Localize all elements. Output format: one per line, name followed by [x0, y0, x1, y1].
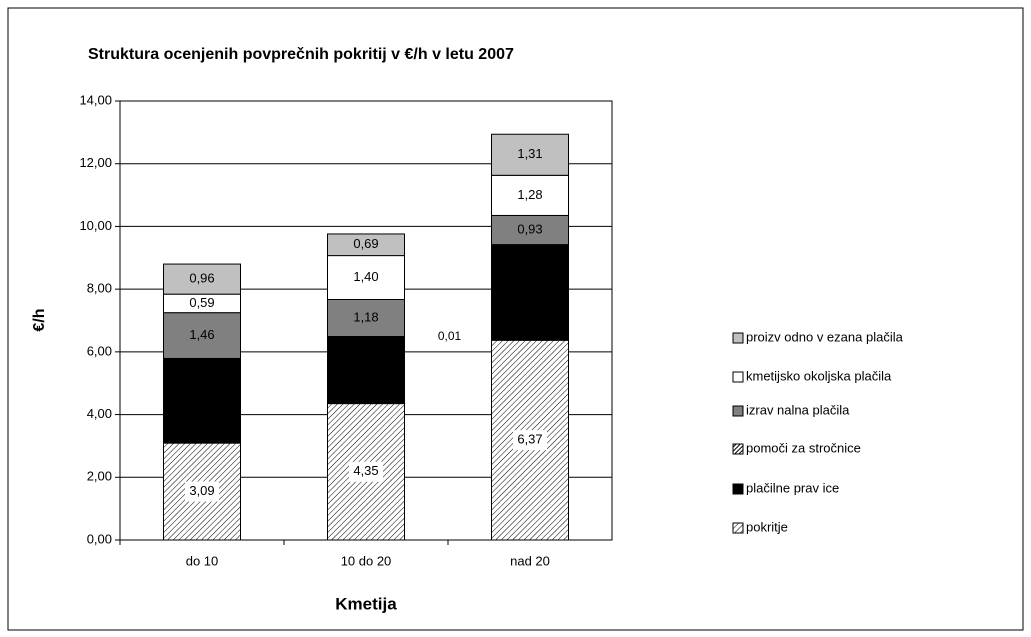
bar-segment — [163, 312, 241, 359]
data-label: 1,18 — [353, 309, 378, 324]
y-tick-label: 10,00 — [79, 218, 112, 233]
x-tick-label: nad 20 — [510, 553, 550, 568]
y-tick-label: 4,00 — [87, 406, 112, 421]
y-tick-label: 0,00 — [87, 531, 112, 546]
data-label: 3,09 — [189, 483, 214, 498]
bar-segment — [163, 357, 241, 444]
bar-segment — [327, 336, 405, 405]
data-label: 1,28 — [517, 187, 542, 202]
legend-swatch — [732, 371, 744, 383]
chart-title: Struktura ocenjenih povprečnih pokritij … — [88, 46, 514, 63]
data-label: 2,70 — [189, 392, 214, 407]
legend-label: pomoči za stročnice — [746, 440, 861, 455]
data-label: 6,37 — [517, 432, 542, 447]
legend-label: kmetijsko okoljska plačila — [746, 368, 892, 383]
bar-segment — [327, 233, 405, 257]
bar-segment — [163, 263, 241, 295]
data-label: 0,96 — [189, 271, 214, 286]
legend-label: pokritje — [746, 519, 788, 534]
data-label: 0,59 — [189, 295, 214, 310]
data-label: 0,93 — [517, 221, 542, 236]
x-axis-label: Kmetija — [335, 594, 397, 613]
y-tick-label: 12,00 — [79, 155, 112, 170]
y-tick-label: 6,00 — [87, 343, 112, 358]
legend-label: plačilne prav ice — [746, 480, 839, 495]
data-label: 1,31 — [517, 146, 542, 161]
bar-segment — [327, 298, 405, 337]
bar-segment — [491, 214, 569, 246]
data-label: 3,05 — [517, 284, 542, 299]
bar-segment — [491, 244, 569, 341]
legend-swatch — [732, 332, 744, 344]
y-tick-label: 2,00 — [87, 469, 112, 484]
x-tick-label: 10 do 20 — [341, 553, 392, 568]
data-label: 1,40 — [353, 269, 378, 284]
legend-label: proizv odno v ezana plačila — [746, 329, 904, 344]
y-tick-label: 14,00 — [79, 92, 112, 107]
data-label: 0,69 — [353, 236, 378, 251]
bar-segment — [491, 133, 569, 176]
data-label-box — [349, 461, 383, 482]
data-label: 1,46 — [189, 327, 214, 342]
y-tick-label: 8,00 — [87, 281, 112, 296]
y-axis-label: €/h — [31, 308, 48, 331]
data-label-box — [185, 481, 219, 502]
legend-label: izrav nalna plačila — [746, 402, 850, 417]
legend-swatch — [732, 443, 744, 455]
data-label: 4,35 — [353, 463, 378, 478]
legend-swatch — [732, 405, 744, 417]
data-label-box — [513, 430, 547, 451]
data-label: 2,13 — [353, 362, 378, 377]
x-tick-label: do 10 — [186, 553, 219, 568]
legend-swatch — [732, 522, 744, 534]
bar-segment — [327, 255, 405, 300]
legend-swatch — [732, 483, 744, 495]
data-label: 0,01 — [438, 329, 462, 343]
